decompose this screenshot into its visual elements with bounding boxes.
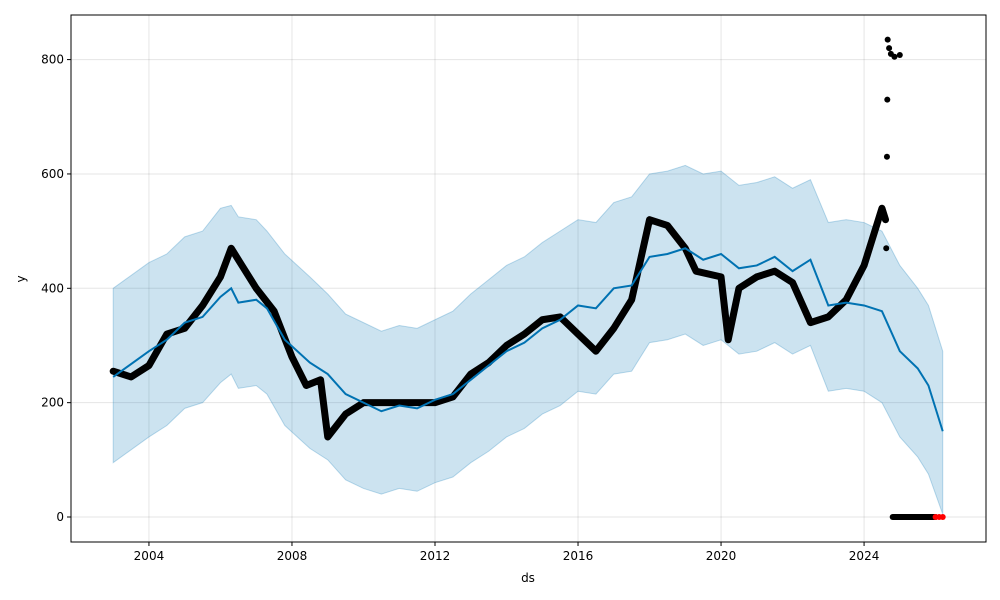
actual-point [503, 342, 510, 349]
forecast-line [112, 247, 944, 432]
actual-point [128, 373, 135, 380]
actual-point [521, 331, 528, 338]
actual-point [592, 348, 599, 355]
actual-point [878, 205, 885, 212]
future-point [939, 514, 946, 521]
actual-point [771, 268, 778, 275]
outlier-point [891, 53, 898, 60]
actual-point [861, 262, 868, 269]
x-tick-label: 2004 [134, 549, 165, 563]
x-tick-label: 2016 [563, 549, 594, 563]
y-tick-label: 0 [56, 510, 64, 524]
actual-point [228, 245, 235, 252]
actual-point [217, 273, 224, 280]
actual-point [718, 273, 725, 280]
actual-point [725, 336, 732, 343]
actual-point [807, 319, 814, 326]
actual-point [735, 285, 742, 292]
actual-point [825, 313, 832, 320]
actual-point [539, 316, 546, 323]
actual-point [181, 325, 188, 332]
x-tick-label: 2020 [706, 549, 737, 563]
actual-point [575, 331, 582, 338]
actual-point [303, 382, 310, 389]
actual-point [271, 308, 278, 315]
plot-frame [70, 14, 987, 543]
actual-point [342, 411, 349, 418]
actual-point [288, 353, 295, 360]
y-tick-label: 400 [41, 281, 64, 295]
x-tick-label: 2012 [420, 549, 451, 563]
actual-point [693, 268, 700, 275]
y-tick-label: 600 [41, 167, 64, 181]
actual-point [238, 262, 245, 269]
actual-point [145, 362, 152, 369]
y-tick-label: 800 [41, 53, 64, 67]
actual-point [871, 228, 878, 235]
x-tick-label: 2024 [849, 549, 880, 563]
actual-point [610, 325, 617, 332]
y-axis-label: y [14, 275, 28, 282]
axis-ticks: 2004 2008 2012 2016 2020 2024 0 200 400 600 800 [41, 53, 879, 563]
actual-point [628, 296, 635, 303]
actual-points [109, 36, 939, 521]
actual-point [843, 296, 850, 303]
x-axis-label: ds [521, 571, 535, 585]
outlier-point [884, 36, 891, 43]
actual-point [324, 433, 331, 440]
outlier-point [896, 52, 903, 59]
actual-point [664, 222, 671, 229]
outlier-point [883, 153, 890, 160]
actual-point [789, 279, 796, 286]
actual-point [163, 331, 170, 338]
actual-point [882, 216, 889, 223]
actual-point [753, 273, 760, 280]
future-points [932, 514, 946, 521]
actual-point [199, 302, 206, 309]
actual-point [646, 216, 653, 223]
actual-point [396, 399, 403, 406]
actual-point [317, 376, 324, 383]
y-tick-label: 200 [41, 396, 64, 410]
outlier-point [883, 245, 890, 252]
outlier-point [886, 45, 893, 52]
actual-point [467, 371, 474, 378]
outlier-point [884, 96, 891, 103]
actual-point [110, 368, 117, 375]
actual-point [253, 285, 260, 292]
x-tick-label: 2008 [277, 549, 308, 563]
